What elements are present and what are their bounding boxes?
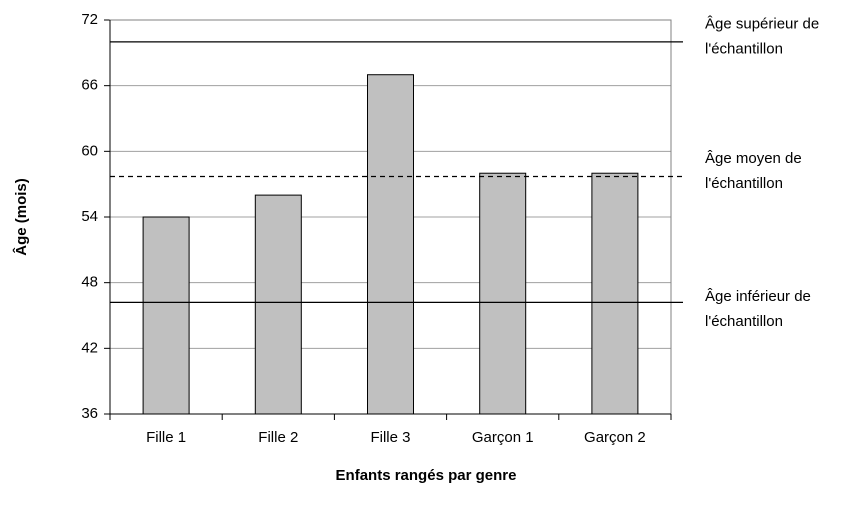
x-tick-label: Fille 2 bbox=[258, 429, 298, 446]
bar bbox=[142, 216, 190, 415]
reference-label: Âge inférieur de bbox=[705, 288, 811, 305]
reference-label: l'échantillon bbox=[705, 175, 783, 192]
y-tick-label: 42 bbox=[81, 339, 98, 356]
x-axis-label: Enfants rangés par genre bbox=[336, 467, 517, 484]
reference-label: l'échantillon bbox=[705, 40, 783, 57]
x-tick-label: Garçon 1 bbox=[472, 429, 534, 446]
y-tick-label: 36 bbox=[81, 405, 98, 422]
bar bbox=[254, 194, 302, 415]
y-tick-label: 48 bbox=[81, 274, 98, 291]
y-tick-label: 60 bbox=[81, 142, 98, 159]
bar bbox=[479, 172, 527, 415]
y-axis-label: Âge (mois) bbox=[12, 178, 30, 256]
y-tick-label: 72 bbox=[81, 11, 98, 28]
reference-label: l'échantillon bbox=[705, 313, 783, 330]
bar bbox=[367, 74, 414, 415]
x-tick-label: Garçon 2 bbox=[584, 429, 646, 446]
x-tick-label: Fille 3 bbox=[370, 429, 410, 446]
reference-label: Âge moyen de bbox=[705, 150, 802, 167]
y-tick-label: 66 bbox=[81, 77, 98, 94]
x-tick-label: Fille 1 bbox=[146, 429, 186, 446]
reference-label: Âge supérieur de bbox=[705, 15, 819, 32]
y-tick-label: 54 bbox=[81, 208, 98, 225]
bar bbox=[591, 172, 639, 415]
